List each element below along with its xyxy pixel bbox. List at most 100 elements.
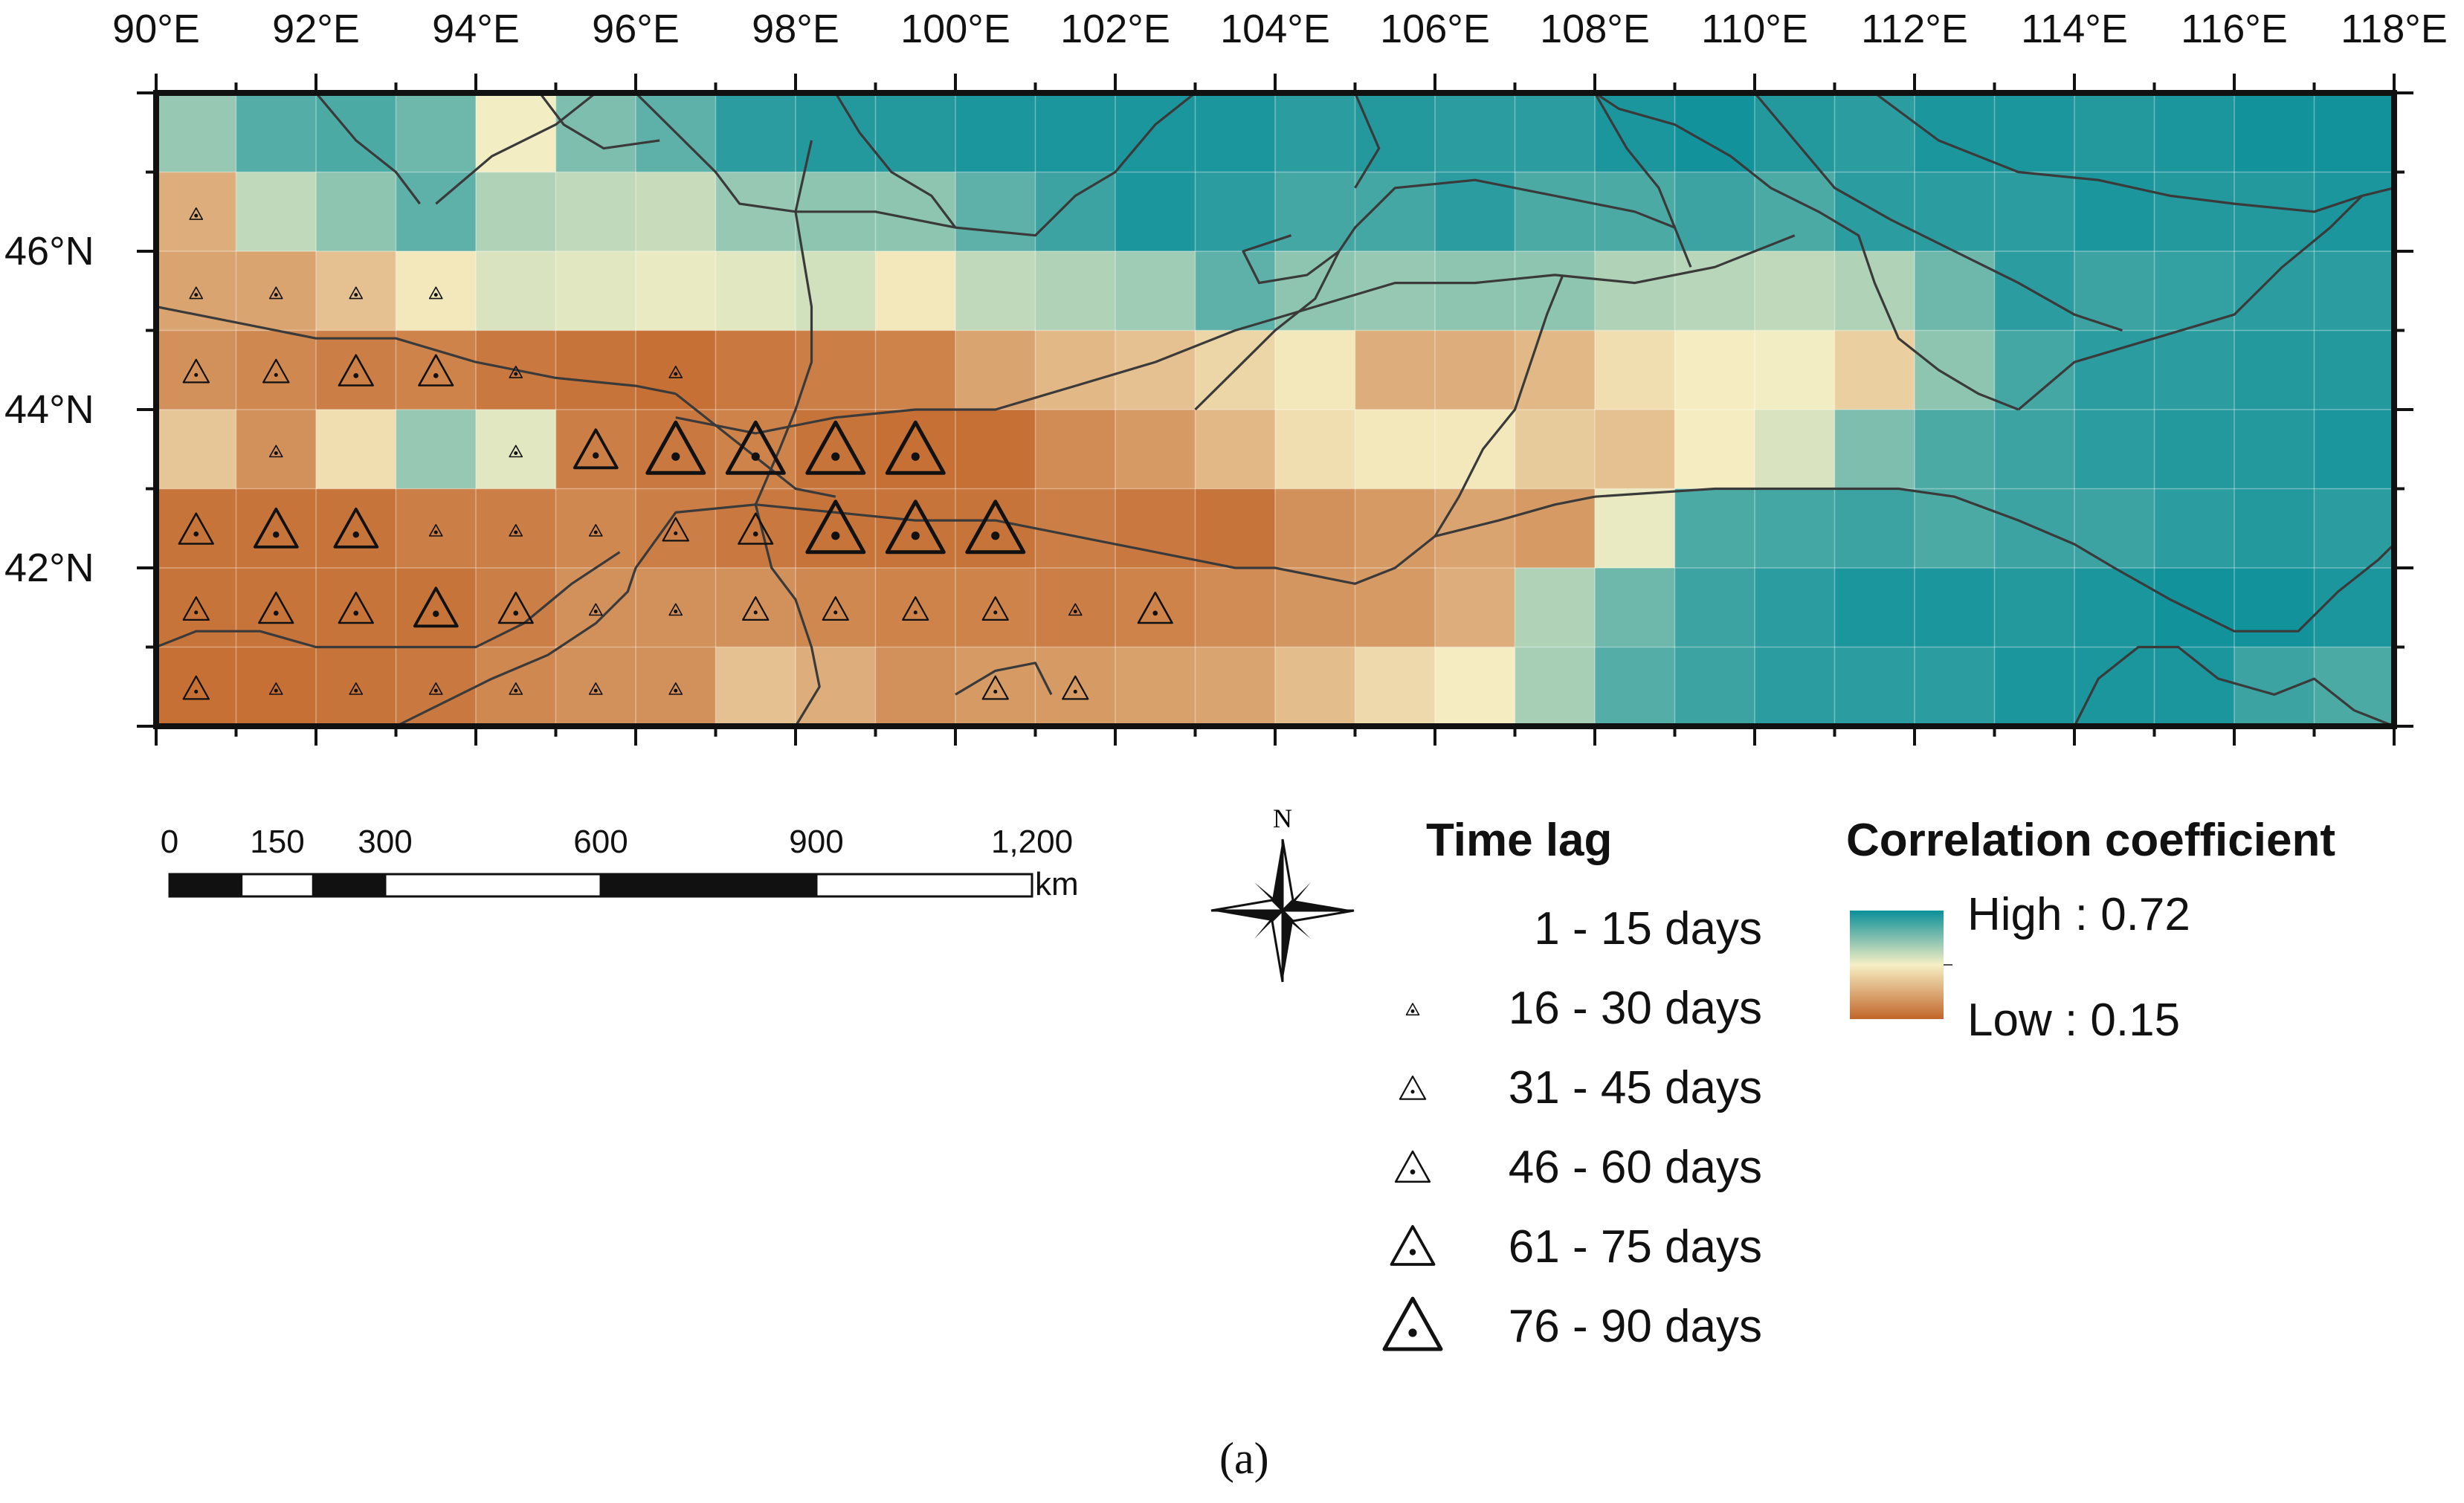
heatmap-cell xyxy=(236,647,317,727)
heatmap-cell xyxy=(2074,410,2155,490)
latitude-tick-label: 42°N xyxy=(4,546,94,590)
axis-ticks xyxy=(137,74,2413,746)
time-lag-marker-dot xyxy=(674,610,678,614)
boundary-line xyxy=(754,140,821,727)
heatmap-cell xyxy=(316,568,397,648)
boundary-line xyxy=(155,306,677,395)
heatmap-cell xyxy=(1674,568,1755,648)
time-lag-marker-dot xyxy=(593,688,598,693)
time-lag-marker-dot xyxy=(353,610,359,616)
longitude-tick-label: 110°E xyxy=(1701,7,1808,51)
time-lag-marker xyxy=(668,603,683,616)
heatmap-cell xyxy=(1674,488,1755,569)
heatmap-cell xyxy=(636,251,717,332)
heatmap-cell xyxy=(955,172,1036,252)
time-lag-marker xyxy=(333,507,379,549)
heatmap-cell xyxy=(1595,93,1676,173)
time-lag-marker xyxy=(725,420,786,475)
heatmap-cell xyxy=(1435,330,1516,410)
heatmap-cell xyxy=(1915,410,1996,490)
time-lag-marker-dot xyxy=(831,452,840,461)
heatmap-cell xyxy=(1195,93,1276,173)
heatmap-cell xyxy=(1674,251,1755,332)
heatmap-cell xyxy=(1115,410,1196,490)
time-lag-marker-dot xyxy=(514,530,518,534)
heatmap-cell xyxy=(1355,647,1436,727)
heatmap-cell xyxy=(1195,647,1276,727)
scale-bar-segment xyxy=(815,873,1033,898)
time-lag-marker xyxy=(253,507,299,549)
heatmap-cell xyxy=(715,647,796,727)
heatmap-cell xyxy=(955,330,1036,410)
heatmap-cell xyxy=(476,251,557,332)
heatmap-cell xyxy=(1915,568,1996,648)
time-lag-marker xyxy=(189,286,204,300)
heatmap-cell xyxy=(2314,93,2395,173)
heatmap-cell xyxy=(1834,93,1915,173)
heatmap-cell xyxy=(1595,251,1676,332)
heatmap-cell xyxy=(2074,488,2155,569)
time-lag-legend-symbol-dot xyxy=(1410,1169,1416,1174)
time-lag-marker xyxy=(509,523,523,537)
time-lag-marker xyxy=(662,517,690,542)
heatmap-cell xyxy=(396,568,477,648)
heatmap-cell xyxy=(396,330,477,410)
heatmap-cell xyxy=(1035,251,1116,332)
time-lag-marker xyxy=(338,591,374,624)
time-lag-marker xyxy=(981,596,1009,621)
longitude-tick-label: 94°E xyxy=(432,7,520,51)
heatmap-cell xyxy=(1595,330,1676,410)
time-lag-marker xyxy=(738,512,774,545)
scale-bar-segment xyxy=(599,873,818,898)
longitude-tick-label: 114°E xyxy=(2021,7,2128,51)
time-lag-marker-dot xyxy=(674,372,678,376)
heatmap-cell xyxy=(396,251,477,332)
color-ramp xyxy=(1850,911,1944,1019)
heatmap-cell xyxy=(2234,172,2315,252)
heatmap-cell xyxy=(2074,568,2155,648)
colorbar-title: Correlation coefficient xyxy=(1846,815,2335,866)
time-lag-marker-dot xyxy=(433,530,438,534)
latitude-tick-label: 46°N xyxy=(4,229,94,274)
heatmap-cell xyxy=(2234,330,2315,410)
heatmap-cell xyxy=(2234,93,2315,173)
heatmap-cell xyxy=(236,172,317,252)
time-lag-marker xyxy=(588,603,603,616)
time-lag-marker-dot xyxy=(514,372,518,376)
heatmap-cell xyxy=(1834,251,1915,332)
time-lag-marker xyxy=(413,586,459,628)
heatmap-cell xyxy=(1275,172,1356,252)
heatmap-cell xyxy=(555,330,636,410)
time-lag-marker-dot xyxy=(274,451,278,456)
time-lag-marker-dot xyxy=(993,689,998,694)
time-lag-marker-dot xyxy=(593,610,598,614)
heatmap-cell xyxy=(636,568,717,648)
heatmap-cell xyxy=(1834,488,1915,569)
heatmap-cell xyxy=(1355,410,1436,490)
time-lag-marker-dot xyxy=(751,452,760,461)
time-lag-marker-dot xyxy=(194,213,199,218)
time-lag-marker-dot xyxy=(433,610,439,617)
time-lag-marker xyxy=(428,682,443,695)
heatmap-cell xyxy=(2314,251,2395,332)
heatmap-cell xyxy=(636,647,717,727)
graticule xyxy=(156,93,2394,726)
scale-bar-segment xyxy=(312,873,387,898)
heatmap-cell xyxy=(396,93,477,173)
time-lag-marker xyxy=(668,365,683,378)
heatmap-cell xyxy=(796,93,877,173)
time-lag-marker xyxy=(885,500,946,555)
time-lag-legend-label: 31 - 45 days xyxy=(1508,1062,1762,1113)
heatmap-cell xyxy=(1755,568,1836,648)
heatmap-cell xyxy=(1595,647,1676,727)
heatmap-cell xyxy=(1915,330,1996,410)
heatmap-cell xyxy=(555,488,636,569)
boundary-line xyxy=(1242,234,1340,285)
heatmap-cell xyxy=(1115,251,1196,332)
time-lag-marker-dot xyxy=(674,531,678,535)
heatmap-cell xyxy=(1915,172,1996,252)
time-lag-marker xyxy=(182,675,210,700)
boundary-line xyxy=(634,91,1196,237)
heatmap-cell xyxy=(555,568,636,648)
scale-bar-label: 150 xyxy=(250,824,305,860)
